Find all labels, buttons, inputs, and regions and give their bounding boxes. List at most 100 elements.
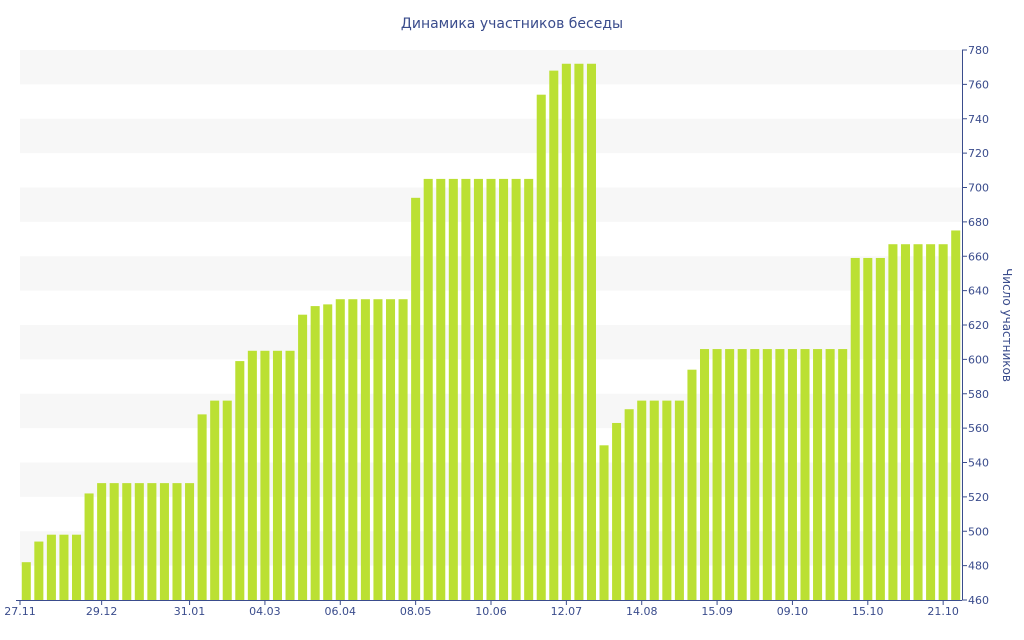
bar <box>662 400 672 600</box>
x-tick-label: 15.10 <box>852 605 884 618</box>
y-tick-label: 500 <box>968 525 989 538</box>
bar <box>938 244 948 600</box>
bar <box>423 178 433 600</box>
bar <box>612 422 622 600</box>
bar <box>737 349 747 600</box>
bar <box>285 350 295 600</box>
bar <box>850 257 860 600</box>
y-tick-label: 680 <box>968 216 989 229</box>
x-tick-label: 08.05 <box>400 605 432 618</box>
chart-title: Динамика участников беседы <box>401 16 623 32</box>
y-tick-label: 600 <box>968 353 989 366</box>
x-tick-label: 29.12 <box>86 605 118 618</box>
y-axis-label: Число участников <box>1000 268 1014 382</box>
x-tick-label: 27.11 <box>4 605 36 618</box>
bar <box>21 562 31 600</box>
bar <box>599 445 609 600</box>
bar <box>586 63 597 600</box>
bar <box>436 178 446 600</box>
bar <box>172 483 182 600</box>
x-tick-label: 21.10 <box>927 605 959 618</box>
bar <box>272 350 283 600</box>
bar <box>787 349 797 600</box>
bar <box>524 178 534 600</box>
bar <box>71 534 82 600</box>
y-tick-label: 700 <box>968 182 989 195</box>
bar <box>712 349 722 600</box>
bar <box>298 314 308 600</box>
bar <box>511 178 521 600</box>
bar <box>649 400 659 600</box>
bar <box>863 257 873 600</box>
bar <box>97 483 107 600</box>
bar <box>134 483 144 600</box>
x-tick-label: 06.04 <box>325 605 357 618</box>
bar <box>59 534 69 600</box>
bar <box>109 483 119 600</box>
x-tick-labels: 27.11 29.12 31.01 04.03 06.04 08.05 10.06 12.07… <box>4 600 959 618</box>
x-tick-label: 12.07 <box>551 605 583 618</box>
bar <box>900 244 911 600</box>
bar <box>398 299 408 600</box>
y-tick-label: 480 <box>968 560 989 573</box>
bar <box>838 349 848 600</box>
bar <box>122 483 132 600</box>
bar <box>561 63 571 600</box>
x-tick-label: 09.10 <box>777 605 809 618</box>
y-tick-labels: 460 480 500 520 540 560 580 600 620 640 660 680 700 7… <box>962 44 989 607</box>
bar <box>411 197 421 600</box>
x-tick-label: 10.06 <box>475 605 507 618</box>
x-tick-label: 31.01 <box>174 605 206 618</box>
bar <box>499 178 509 600</box>
bar <box>373 299 383 600</box>
bar <box>147 483 157 600</box>
bar <box>624 409 634 600</box>
y-tick-label: 760 <box>968 78 989 91</box>
bar <box>750 349 760 600</box>
bar <box>913 244 923 600</box>
y-tick-label: 560 <box>968 422 989 435</box>
bar <box>323 304 333 600</box>
bar <box>197 414 207 600</box>
bar <box>461 178 471 600</box>
bar <box>260 350 270 600</box>
bar <box>448 178 458 600</box>
bar <box>951 230 961 600</box>
bar <box>473 178 483 600</box>
bar <box>674 400 684 600</box>
bar <box>813 349 823 600</box>
y-tick-label: 720 <box>968 147 989 160</box>
x-tick-label: 04.03 <box>249 605 281 618</box>
bar <box>360 299 370 600</box>
bar <box>348 299 358 600</box>
bar <box>159 483 169 600</box>
grid-band <box>20 118 962 154</box>
bar <box>687 369 697 600</box>
bar <box>486 178 496 600</box>
bar <box>762 349 772 600</box>
y-tick-label: 520 <box>968 491 989 504</box>
bar <box>185 483 195 600</box>
bar <box>725 349 735 600</box>
bar <box>825 349 835 600</box>
bar <box>247 350 257 600</box>
grid-band <box>20 50 962 85</box>
bar <box>222 400 232 600</box>
x-tick-label: 15.09 <box>701 605 733 618</box>
y-tick-label: 580 <box>968 388 989 401</box>
y-tick-label: 620 <box>968 319 989 332</box>
bar <box>210 400 220 600</box>
bar <box>775 349 785 600</box>
y-tick-label: 460 <box>968 594 989 607</box>
bar-series <box>21 63 961 600</box>
y-tick-label: 780 <box>968 44 989 57</box>
y-tick-label: 740 <box>968 113 989 126</box>
x-tick-label: 14.08 <box>626 605 658 618</box>
bar <box>235 361 245 600</box>
bar <box>888 244 898 600</box>
bar <box>385 299 396 600</box>
bar <box>46 534 56 600</box>
bar <box>637 400 647 600</box>
bar <box>310 306 320 600</box>
